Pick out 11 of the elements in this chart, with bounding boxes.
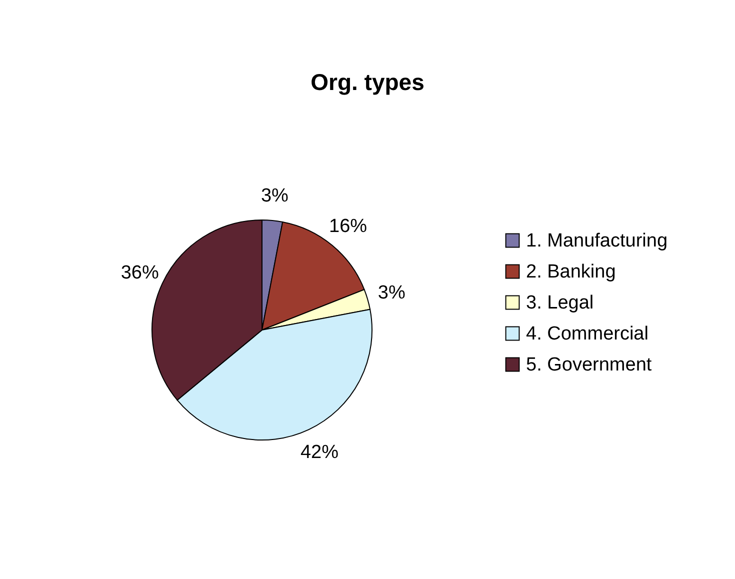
data-label: 42% [300,442,339,464]
legend-label: 5. Government [526,354,652,376]
legend-label: 1. Manufacturing [526,230,668,252]
chart-title: Org. types [310,69,424,95]
legend-label: 3. Legal [526,292,594,314]
legend-label: 2. Banking [526,262,616,282]
data-label: 36% [120,262,159,284]
data-label: 3% [260,186,289,207]
legend-label: 4. Commercial [526,324,648,344]
data-label: 16% [329,216,368,237]
data-label: 3% [378,282,406,304]
